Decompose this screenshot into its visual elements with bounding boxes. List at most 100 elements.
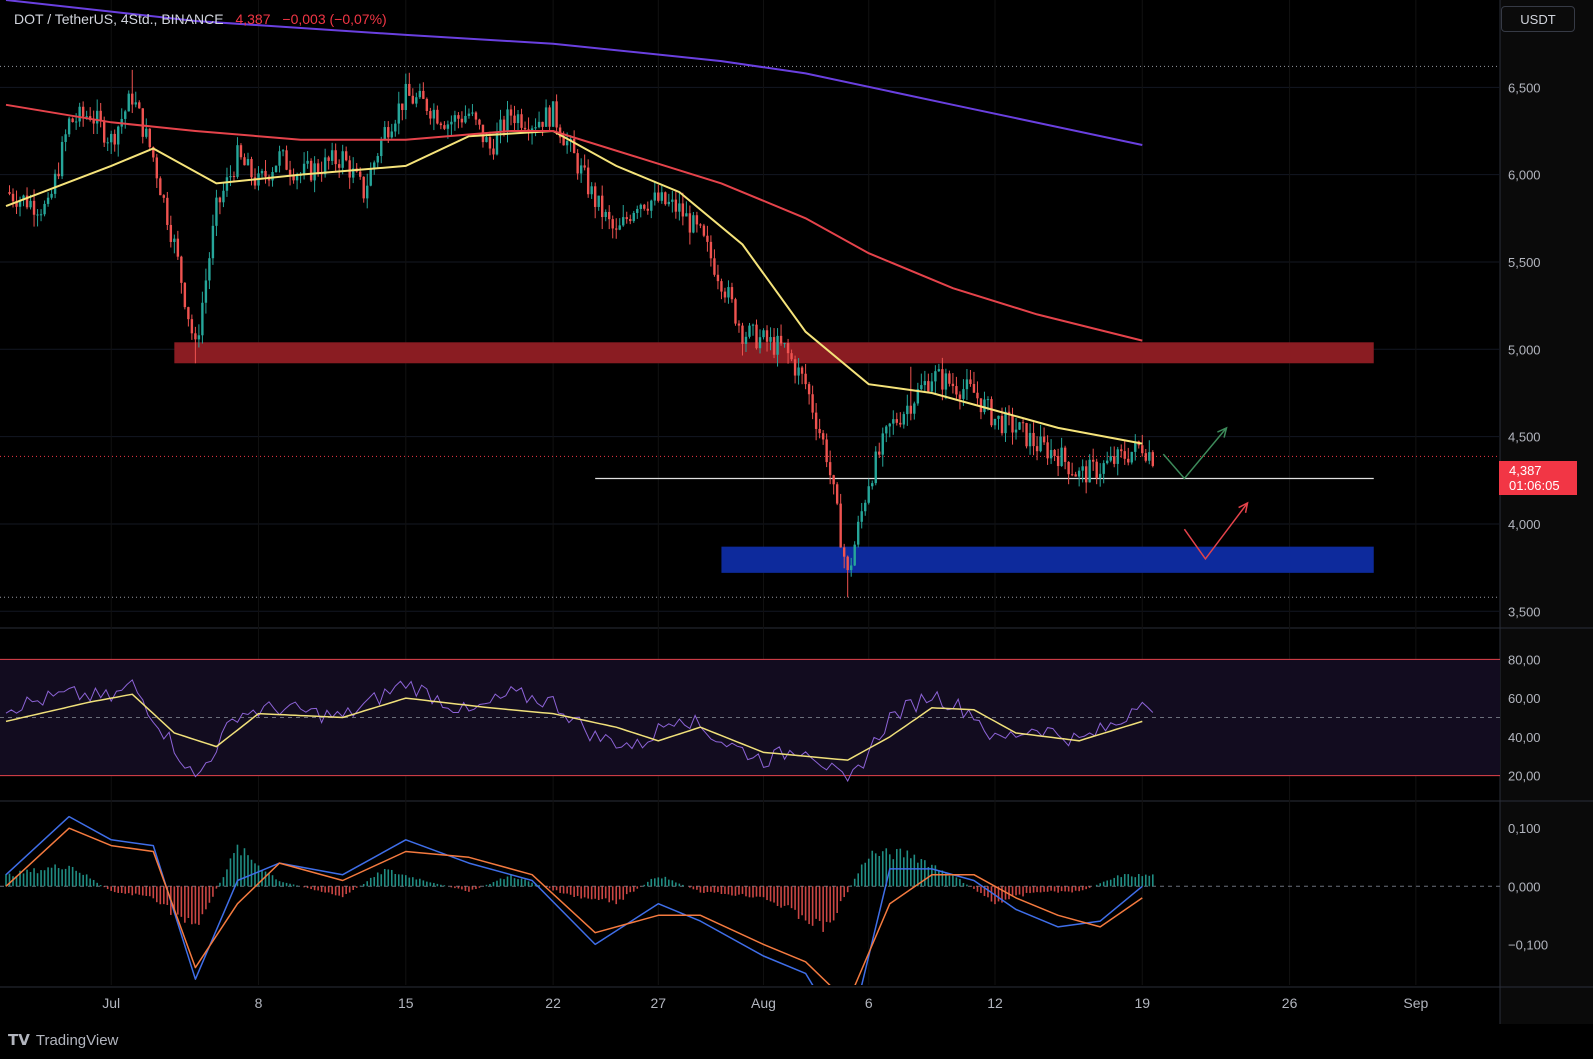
candle (632, 210, 635, 223)
candle (972, 371, 976, 393)
candle-body (246, 159, 250, 166)
candle (955, 376, 958, 399)
candle (513, 105, 516, 131)
candle-body (1056, 455, 1060, 467)
candle (67, 116, 71, 138)
candle-body (218, 197, 222, 203)
candle-body (201, 302, 204, 336)
candle-body (95, 110, 99, 124)
candle (57, 162, 60, 180)
footer-bar (0, 1024, 1593, 1059)
candle-body (344, 151, 348, 161)
candle-body (425, 98, 429, 112)
candle-body (962, 389, 965, 399)
candle-body (351, 168, 355, 178)
candle-body (737, 323, 741, 326)
candle-body (1106, 460, 1109, 464)
candle (285, 145, 288, 171)
candle-body (636, 208, 639, 213)
symbol-header: DOT / TetherUS, 4Std., BINANCE 4,387 −0,… (14, 11, 387, 27)
candle (923, 370, 927, 393)
candle-body (1063, 447, 1067, 462)
candle-body (422, 90, 425, 99)
scenario-arrow-1 (1162, 427, 1228, 480)
candle-body (155, 157, 159, 179)
candle-body (976, 392, 979, 399)
candle-body (660, 192, 664, 201)
moving-average-1 (5, 129, 1143, 445)
candle (99, 102, 102, 128)
currency-button[interactable]: USDT (1501, 6, 1575, 32)
candle (113, 129, 116, 152)
candle-body (744, 336, 748, 344)
candle (653, 180, 657, 206)
candle (1113, 446, 1116, 468)
candle (1049, 439, 1053, 465)
candle (713, 249, 716, 277)
candle-body (1004, 411, 1007, 434)
candle-body (471, 112, 474, 114)
candle-body (366, 185, 369, 199)
candle (187, 306, 190, 327)
candle-body (1039, 436, 1042, 452)
candle-body (169, 224, 173, 242)
candle-body (243, 157, 246, 166)
macd-tick-label: −0,100 (1508, 937, 1548, 952)
candle-body (685, 213, 688, 217)
candle-body (892, 419, 895, 424)
candle-body (842, 547, 846, 557)
candle (1098, 463, 1102, 487)
candle-body (951, 383, 955, 387)
candle (622, 204, 625, 227)
candle (969, 370, 972, 387)
candle-body (983, 399, 986, 413)
candle (597, 195, 600, 211)
candle (867, 478, 870, 505)
candle (790, 349, 793, 362)
candle (990, 396, 993, 428)
candle (450, 115, 453, 136)
date-tick-label: 12 (987, 995, 1003, 1011)
candle-body (1148, 452, 1151, 461)
candle-body (741, 325, 744, 344)
candle (892, 410, 895, 435)
candle (1011, 407, 1014, 445)
candle-body (895, 419, 898, 423)
candle (709, 235, 713, 267)
candle-body (1084, 466, 1088, 483)
candle (650, 199, 653, 219)
candle (671, 190, 674, 213)
candle-body (1081, 466, 1084, 471)
candle-body (667, 201, 671, 205)
candle (117, 125, 120, 157)
candle (106, 137, 109, 152)
candle-body (81, 106, 85, 117)
candle-body (643, 204, 646, 209)
candle (422, 82, 425, 100)
candle-body (923, 381, 927, 386)
candle-body (955, 386, 958, 395)
candle-body (67, 118, 71, 135)
candle-body (751, 324, 755, 326)
candle (860, 502, 863, 529)
candle-body (36, 214, 39, 216)
candle (1151, 450, 1155, 468)
date-tick-label: Jul (102, 995, 120, 1011)
candle-body (828, 462, 832, 476)
symbol-label[interactable]: DOT / TetherUS, 4Std., BINANCE (14, 11, 224, 27)
candle (1088, 454, 1091, 483)
tradingview-brand[interactable]: TV TradingView (8, 1031, 118, 1049)
candle-body (509, 109, 513, 116)
candle (1074, 471, 1077, 477)
candle (941, 357, 944, 401)
candle (81, 101, 85, 127)
candle (309, 158, 313, 183)
candle-body (948, 373, 951, 384)
rsi-ma-line (5, 693, 1143, 761)
candle (818, 418, 821, 439)
candle-body (523, 127, 527, 130)
candle-body (337, 164, 341, 168)
candle (814, 403, 818, 441)
candle-body (113, 133, 116, 145)
